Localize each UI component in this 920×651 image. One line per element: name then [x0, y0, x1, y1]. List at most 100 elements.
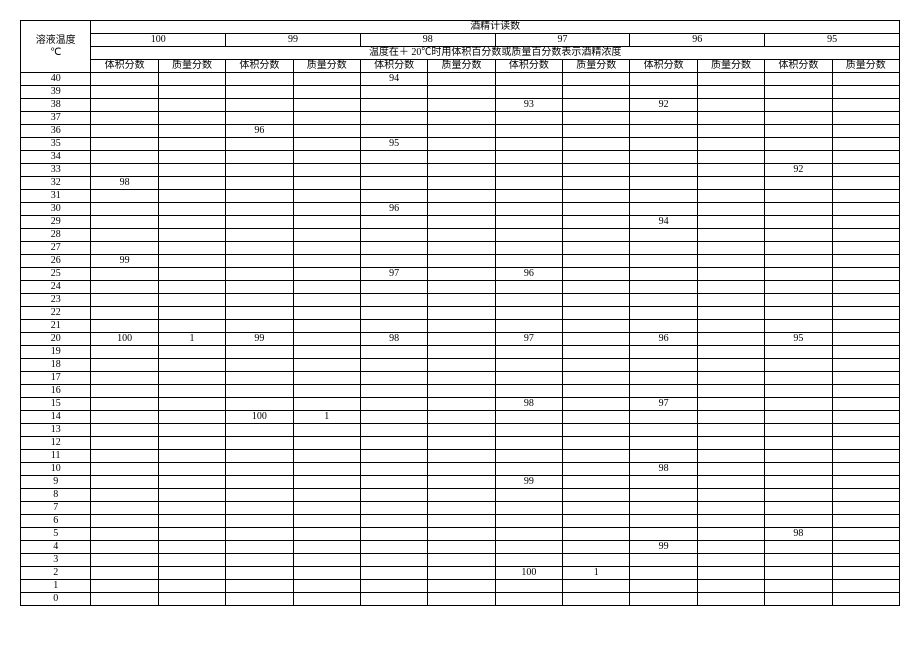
data-cell: [91, 190, 158, 203]
data-cell: [158, 229, 225, 242]
data-cell: 98: [91, 177, 158, 190]
data-cell: [765, 177, 832, 190]
data-cell: [91, 359, 158, 372]
data-cell: [360, 151, 427, 164]
data-cell: [91, 398, 158, 411]
data-cell: [360, 346, 427, 359]
group-row: 100 99 98 97 96 95: [21, 34, 900, 47]
data-cell: [293, 398, 360, 411]
data-cell: 92: [765, 164, 832, 177]
row-temp-label: 24: [21, 281, 91, 294]
sub-mass: 质量分数: [158, 60, 225, 73]
data-cell: [630, 450, 697, 463]
data-cell: [765, 307, 832, 320]
data-cell: [428, 385, 495, 398]
data-cell: [495, 554, 562, 567]
data-cell: [563, 411, 630, 424]
data-cell: [697, 333, 764, 346]
table-row: 13: [21, 424, 900, 437]
data-cell: [428, 281, 495, 294]
data-cell: [563, 268, 630, 281]
data-cell: [226, 255, 293, 268]
data-cell: [697, 502, 764, 515]
data-cell: [226, 554, 293, 567]
data-cell: [293, 580, 360, 593]
table-row: 2994: [21, 216, 900, 229]
data-cell: [495, 463, 562, 476]
data-cell: [428, 73, 495, 86]
data-cell: [765, 398, 832, 411]
data-cell: [428, 463, 495, 476]
data-cell: [293, 450, 360, 463]
row-temp-label: 23: [21, 294, 91, 307]
data-cell: [428, 190, 495, 203]
data-cell: [226, 567, 293, 580]
data-cell: [765, 411, 832, 424]
data-cell: [630, 203, 697, 216]
data-cell: [226, 450, 293, 463]
table-row: 4094: [21, 73, 900, 86]
data-cell: [697, 528, 764, 541]
data-cell: [697, 385, 764, 398]
data-cell: [428, 138, 495, 151]
data-cell: [495, 372, 562, 385]
data-cell: [293, 567, 360, 580]
data-cell: [495, 346, 562, 359]
data-cell: [226, 294, 293, 307]
data-cell: [697, 190, 764, 203]
data-cell: [360, 99, 427, 112]
data-cell: [630, 73, 697, 86]
row-temp-label: 4: [21, 541, 91, 554]
data-cell: [765, 541, 832, 554]
data-cell: [293, 125, 360, 138]
row-label-header: 溶液温度 ℃: [21, 21, 91, 73]
row-temp-label: 18: [21, 359, 91, 372]
data-cell: [765, 502, 832, 515]
table-row: 11: [21, 450, 900, 463]
data-cell: [563, 177, 630, 190]
data-cell: [630, 385, 697, 398]
data-cell: [293, 216, 360, 229]
data-cell: [293, 346, 360, 359]
data-cell: [428, 307, 495, 320]
data-cell: 95: [360, 138, 427, 151]
row-temp-label: 6: [21, 515, 91, 528]
data-cell: [563, 359, 630, 372]
data-cell: [697, 411, 764, 424]
data-cell: [428, 580, 495, 593]
data-cell: [428, 333, 495, 346]
data-cell: [697, 359, 764, 372]
data-cell: [158, 294, 225, 307]
data-cell: 98: [360, 333, 427, 346]
data-cell: [91, 580, 158, 593]
group-99: 99: [226, 34, 361, 47]
data-cell: [765, 151, 832, 164]
data-cell: [293, 268, 360, 281]
data-cell: [428, 99, 495, 112]
data-cell: [697, 216, 764, 229]
data-cell: [91, 268, 158, 281]
data-cell: [428, 112, 495, 125]
data-cell: [226, 112, 293, 125]
data-cell: [293, 294, 360, 307]
data-cell: [158, 307, 225, 320]
data-cell: [91, 86, 158, 99]
data-cell: [832, 385, 899, 398]
data-cell: [226, 515, 293, 528]
sub-header-row: 体积分数 质量分数 体积分数 质量分数 体积分数 质量分数 体积分数 质量分数 …: [21, 60, 900, 73]
data-cell: [495, 86, 562, 99]
data-cell: [91, 489, 158, 502]
data-cell: [563, 242, 630, 255]
data-cell: [360, 86, 427, 99]
data-cell: [765, 73, 832, 86]
data-cell: [226, 177, 293, 190]
data-cell: [563, 541, 630, 554]
data-cell: [697, 125, 764, 138]
data-cell: [293, 437, 360, 450]
group-98: 98: [360, 34, 495, 47]
data-cell: [293, 385, 360, 398]
data-cell: [563, 528, 630, 541]
data-cell: [158, 489, 225, 502]
data-cell: [697, 346, 764, 359]
data-cell: [832, 541, 899, 554]
